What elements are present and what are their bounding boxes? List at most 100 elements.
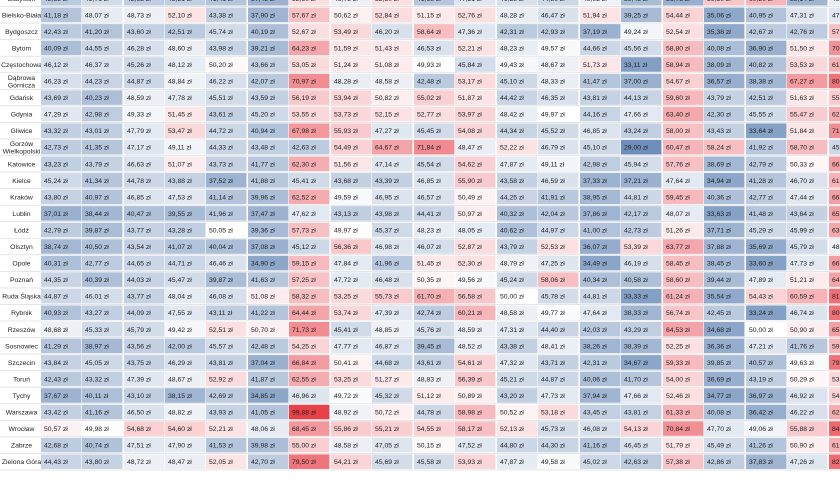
cell-value-label: 41,07 zł bbox=[168, 244, 192, 251]
heatmap-cell bbox=[704, 123, 745, 138]
heatmap-cell bbox=[621, 255, 662, 271]
heatmap-cell bbox=[82, 57, 123, 72]
cell-value-label: 45,00 zł bbox=[832, 145, 840, 152]
city-label: Gdańsk bbox=[10, 95, 34, 102]
cell-value-label: 45,49 zł bbox=[707, 443, 731, 450]
cell-value-label: 34,90 zł bbox=[251, 261, 275, 268]
table-row: Kielce 45,24 zł 41,34 zł 44,78 zł 43,88 zł 37… bbox=[0, 173, 840, 189]
cell-value-label: 64,67 zł bbox=[375, 145, 399, 152]
heatmap-cell bbox=[206, 239, 247, 254]
cell-value-label: 40,57 zł bbox=[749, 360, 773, 367]
cell-value-label: 48,75 zł bbox=[334, 0, 358, 3]
cell-value-label: 38,15 zł bbox=[168, 393, 192, 400]
cell-value-label: 44,41 zł bbox=[417, 211, 441, 218]
heatmap-cell bbox=[331, 239, 372, 254]
cell-value-label: 50,57 zł bbox=[44, 426, 68, 433]
cell-value-label: 52,92 zł bbox=[209, 376, 233, 383]
cell-value-label: 54,43 zł bbox=[749, 294, 773, 301]
heatmap-cell bbox=[248, 222, 289, 238]
cell-value-label: 37,47 zł bbox=[251, 211, 275, 218]
cell-value-label: 46,59 zł bbox=[541, 178, 565, 185]
heatmap-cell bbox=[124, 57, 165, 72]
heatmap-cell bbox=[497, 90, 538, 105]
cell-value-label: 46,07 zł bbox=[417, 244, 441, 251]
heatmap-cell bbox=[746, 73, 787, 89]
heatmap-cell bbox=[787, 7, 828, 23]
cell-value-label: 42,98 zł bbox=[583, 161, 607, 168]
table-row: Częstochowa 46,12 zł 46,37 zł 45,26 zł 48,12… bbox=[0, 57, 840, 74]
heatmap-cell bbox=[124, 7, 165, 23]
city-label: Szczecin bbox=[8, 360, 35, 367]
heatmap-cell bbox=[787, 371, 828, 387]
cell-value-label: 54,55 zł bbox=[417, 426, 441, 433]
heatmap-cell bbox=[414, 437, 455, 453]
cell-value-label: 43,48 zł bbox=[251, 145, 275, 152]
cell-value-label: 58,98 zł bbox=[458, 410, 482, 417]
cell-value-label: 41,63 zł bbox=[251, 277, 275, 284]
heatmap-cell bbox=[829, 338, 840, 354]
cell-value-label: 42,70 zł bbox=[251, 459, 275, 466]
heatmap-cell bbox=[746, 206, 787, 221]
heatmap-cell bbox=[124, 305, 165, 320]
cell-value-label: 62,39 zł bbox=[832, 112, 840, 119]
cell-value-label: 49,24 zł bbox=[624, 29, 648, 36]
heatmap-cell bbox=[621, 189, 662, 205]
cell-value-label: 46,57 zł bbox=[417, 194, 441, 201]
heatmap-cell bbox=[124, 404, 165, 420]
heatmap-cell bbox=[248, 173, 289, 188]
cell-value-label: 42,77 zł bbox=[749, 194, 773, 201]
heatmap-cell bbox=[124, 322, 165, 337]
heatmap-cell bbox=[124, 288, 165, 304]
cell-value-label: 39,87 zł bbox=[85, 227, 109, 234]
heatmap-cell bbox=[41, 338, 82, 354]
cell-value-label: 39,98 zł bbox=[251, 443, 275, 450]
heatmap-cell bbox=[206, 355, 247, 370]
cell-value-label: 44,40 zł bbox=[541, 327, 565, 334]
table-row: Białystok 42,33 zł 45,71 zł 42,92 zł 43,21 z… bbox=[0, 0, 840, 7]
heatmap-cell bbox=[746, 421, 787, 436]
heatmap-cell bbox=[41, 24, 82, 39]
heatmap-cell bbox=[497, 255, 538, 271]
cell-value-label: 41,14 zł bbox=[209, 194, 233, 201]
heatmap-cell bbox=[663, 255, 704, 271]
cell-value-label: 42,43 zł bbox=[44, 376, 68, 383]
cell-value-label: 43,81 zł bbox=[583, 95, 607, 102]
cell-value-label: 38,14 zł bbox=[790, 0, 814, 3]
heatmap-cell bbox=[787, 288, 828, 304]
cell-value-label: 51,08 zł bbox=[251, 294, 275, 301]
cell-value-label: 52,76 zł bbox=[458, 12, 482, 19]
cell-value-label: 42,68 zł bbox=[44, 443, 68, 450]
cell-value-label: 44,80 zł bbox=[541, 0, 565, 3]
heatmap-cell bbox=[580, 338, 621, 354]
cell-value-label: 51,73 zł bbox=[583, 62, 607, 69]
heatmap-cell bbox=[455, 7, 496, 23]
heatmap-cell bbox=[82, 404, 123, 420]
heatmap-cell bbox=[331, 90, 372, 105]
heatmap-cell bbox=[497, 437, 538, 453]
cell-value-label: 84,19 zł bbox=[832, 426, 840, 433]
heatmap-cell bbox=[206, 371, 247, 387]
heatmap-cell bbox=[455, 437, 496, 453]
heatmap-cell bbox=[206, 272, 247, 287]
heatmap-cell bbox=[663, 123, 704, 138]
heatmap-cell bbox=[372, 106, 413, 122]
cell-value-label: 52,46 zł bbox=[666, 393, 690, 400]
heatmap-cell bbox=[621, 222, 662, 238]
cell-value-label: 54,49 zł bbox=[334, 145, 358, 152]
cell-value-label: 48,47 zł bbox=[458, 145, 482, 152]
cell-value-label: 51,24 zł bbox=[334, 62, 358, 69]
heatmap-cell bbox=[746, 139, 787, 155]
heatmap-cell bbox=[621, 206, 662, 221]
cell-value-label: 57,38 zł bbox=[666, 459, 690, 466]
heatmap-cell bbox=[41, 73, 82, 89]
cell-value-label: 40,32 zł bbox=[500, 211, 524, 218]
heatmap-cell bbox=[165, 7, 206, 23]
cell-value-label: 50,89 zł bbox=[458, 393, 482, 400]
cell-value-label: 41,92 zł bbox=[749, 145, 773, 152]
cell-value-label: 49,63 zł bbox=[790, 360, 814, 367]
cell-value-label: 56,74 zł bbox=[666, 310, 690, 317]
cell-value-label: 48,84 zł bbox=[168, 79, 192, 86]
cell-value-label: 38,97 zł bbox=[85, 343, 109, 350]
cell-value-label: 47,36 zł bbox=[458, 29, 482, 36]
heatmap-cell bbox=[289, 239, 330, 254]
